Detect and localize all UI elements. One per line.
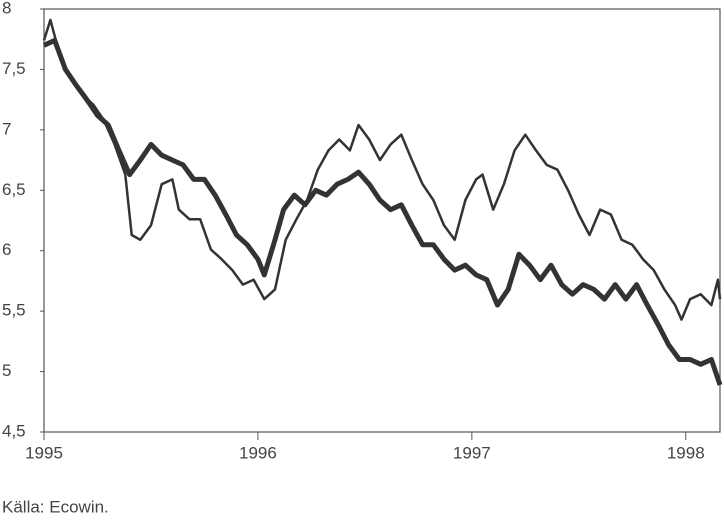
y-tick-label: 5	[2, 361, 11, 380]
plot-frame	[43, 8, 721, 433]
series-line	[42, 18, 722, 321]
y-tick-label: 6,5	[2, 180, 26, 199]
series-line	[42, 37, 723, 386]
x-tick-label: 1996	[239, 443, 277, 462]
source-note: Källa: Ecowin.	[2, 497, 109, 516]
y-tick-label: 6	[2, 240, 11, 259]
y-tick-label: 8	[2, 0, 11, 17]
y-tick-label: 7	[2, 119, 11, 138]
y-tick-label: 7,5	[2, 59, 26, 78]
y-tick-label: 4,5	[2, 421, 26, 440]
x-tick-label: 1997	[453, 443, 491, 462]
x-tick-label: 1995	[25, 443, 63, 462]
y-tick-label: 5,5	[2, 301, 26, 320]
x-tick-label: 1998	[667, 443, 705, 462]
